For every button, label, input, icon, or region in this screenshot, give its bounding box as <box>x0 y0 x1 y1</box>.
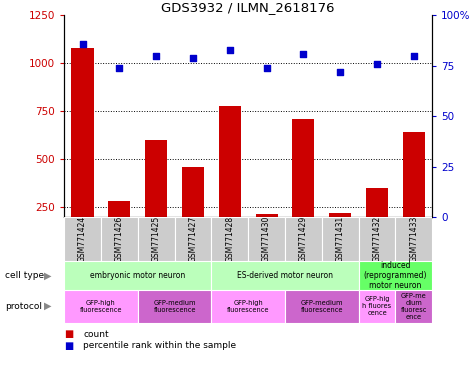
Bar <box>329 213 351 255</box>
Text: GFP-medium
fluorescence: GFP-medium fluorescence <box>301 300 343 313</box>
Bar <box>218 106 241 255</box>
Text: ▶: ▶ <box>44 301 51 311</box>
Text: ■: ■ <box>64 341 73 351</box>
Text: GSM771431: GSM771431 <box>336 216 345 262</box>
Bar <box>64 217 101 261</box>
Bar <box>359 261 432 290</box>
Bar <box>256 214 277 255</box>
Title: GDS3932 / ILMN_2618176: GDS3932 / ILMN_2618176 <box>162 1 335 14</box>
Point <box>152 53 160 59</box>
Bar <box>322 217 359 261</box>
Point <box>336 69 344 75</box>
Text: ES-derived motor neuron: ES-derived motor neuron <box>237 271 333 280</box>
Text: GFP-high
fluorescence: GFP-high fluorescence <box>227 300 269 313</box>
Point <box>79 41 86 47</box>
Text: protocol: protocol <box>5 302 42 311</box>
Point <box>300 51 307 57</box>
Bar <box>211 290 285 323</box>
Text: GSM771426: GSM771426 <box>115 216 124 262</box>
Bar <box>366 188 388 255</box>
Bar <box>64 261 211 290</box>
Text: percentile rank within the sample: percentile rank within the sample <box>83 341 236 350</box>
Bar <box>359 290 395 323</box>
Bar <box>403 132 425 255</box>
Point <box>115 65 123 71</box>
Bar <box>395 217 432 261</box>
Bar <box>285 217 322 261</box>
Bar <box>145 140 167 255</box>
Point <box>373 61 381 67</box>
Text: GFP-high
fluorescence: GFP-high fluorescence <box>80 300 122 313</box>
Point <box>189 55 197 61</box>
Text: GSM771433: GSM771433 <box>409 216 418 262</box>
Text: GSM771432: GSM771432 <box>372 216 381 262</box>
Text: count: count <box>83 329 109 339</box>
Bar <box>248 217 285 261</box>
Text: GSM771425: GSM771425 <box>152 216 161 262</box>
Text: GSM771427: GSM771427 <box>189 216 198 262</box>
Bar <box>211 261 359 290</box>
Bar <box>211 217 248 261</box>
Text: GSM771430: GSM771430 <box>262 216 271 262</box>
Point <box>263 65 270 71</box>
Bar <box>71 48 94 255</box>
Bar <box>395 290 432 323</box>
Bar <box>293 119 314 255</box>
Text: GSM771424: GSM771424 <box>78 216 87 262</box>
Bar <box>108 201 130 255</box>
Bar <box>101 217 138 261</box>
Bar <box>138 290 211 323</box>
Bar <box>175 217 211 261</box>
Bar <box>285 290 359 323</box>
Text: ■: ■ <box>64 329 73 339</box>
Text: embryonic motor neuron: embryonic motor neuron <box>90 271 185 280</box>
Bar <box>182 167 204 255</box>
Bar <box>138 217 175 261</box>
Text: induced
(reprogrammed)
motor neuron: induced (reprogrammed) motor neuron <box>364 261 427 290</box>
Text: GSM771428: GSM771428 <box>225 216 234 262</box>
Text: GFP-me
dium
fluoresc
ence: GFP-me dium fluoresc ence <box>400 293 427 320</box>
Bar <box>64 290 138 323</box>
Bar <box>359 217 395 261</box>
Text: cell type: cell type <box>5 271 44 280</box>
Text: ▶: ▶ <box>44 270 51 281</box>
Text: GFP-medium
fluorescence: GFP-medium fluorescence <box>153 300 196 313</box>
Text: GSM771429: GSM771429 <box>299 216 308 262</box>
Text: GFP-hig
h fluores
cence: GFP-hig h fluores cence <box>362 296 391 316</box>
Point <box>410 53 418 59</box>
Point <box>226 46 234 53</box>
